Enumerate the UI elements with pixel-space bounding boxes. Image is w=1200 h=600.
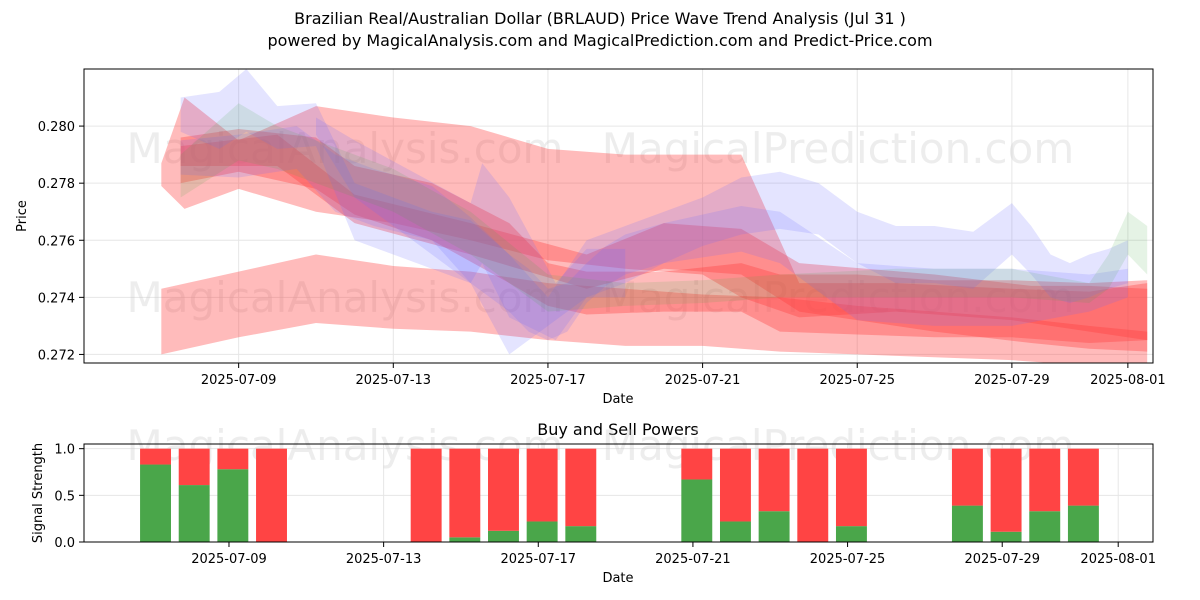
watermark-analysis-top: MagicalAnalysis.com: [127, 124, 564, 173]
top-x-ticks: 2025-07-09 2025-07-13 2025-07-17 2025-07-21…: [201, 363, 1166, 388]
bottom-y-tick-label: 0.0: [54, 536, 75, 551]
top-x-tick-label: 2025-07-09: [201, 373, 277, 388]
buy-bar: [1029, 511, 1061, 542]
sell-bar: [1067, 448, 1099, 506]
bottom-x-tick-label: 2025-07-13: [346, 552, 422, 567]
top-plot-frame: [83, 68, 1154, 364]
top-y-tick-label: 0.278: [38, 177, 75, 192]
sell-bar: [488, 448, 519, 531]
top-y-tick-label: 0.280: [38, 120, 75, 135]
sell-bar: [217, 448, 249, 470]
band-group: [161, 69, 1148, 363]
red-lower-band: [161, 254, 1148, 363]
chart-title: Brazilian Real/Australian Dollar (BRLAUD…: [294, 9, 906, 28]
sell-bar: [797, 448, 829, 542]
blue-sharp-wave: [315, 117, 626, 341]
sell-bar: [140, 448, 171, 465]
signal-bars: [140, 448, 1099, 542]
buy-bar: [951, 505, 983, 542]
bottom-x-tick-label: 2025-07-17: [500, 552, 576, 567]
sell-bar: [178, 448, 210, 486]
sell-bar: [410, 448, 442, 542]
buy-bar: [758, 511, 790, 542]
bottom-x-tick-label: 2025-07-09: [191, 552, 267, 567]
top-x-tick-label: 2025-07-13: [356, 373, 432, 388]
bottom-x-tick-label: 2025-08-01: [1080, 552, 1156, 567]
watermark-prediction-bottom: MagicalPrediction.com: [602, 273, 1075, 322]
buy-bar: [488, 530, 519, 542]
price-bands: [161, 69, 1148, 363]
buy-bar: [990, 531, 1022, 542]
buy-bar: [526, 521, 558, 542]
bottom-x-axis-label: Date: [602, 571, 633, 586]
red-main-trend: [180, 128, 1148, 344]
buy-bar: [140, 464, 171, 542]
top-y-tick-label: 0.276: [38, 234, 75, 249]
bottom-y-tick-label: 1.0: [54, 443, 75, 458]
price-wave-plot: MagicalAnalysis.com MagicalPrediction.co…: [15, 68, 1166, 407]
top-plot-background: [84, 69, 1153, 363]
buy-sell-plot: Buy and Sell Powers MagicalAnalysis.com …: [31, 420, 1156, 586]
top-x-tick-label: 2025-07-17: [510, 373, 586, 388]
sell-bar: [526, 448, 558, 522]
top-y-tick-label: 0.272: [38, 348, 75, 363]
top-x-tick-label: 2025-07-29: [974, 373, 1050, 388]
buy-bar: [681, 479, 713, 542]
bottom-chart-title: Buy and Sell Powers: [537, 420, 699, 439]
bottom-y-axis-label: Signal Strength: [31, 443, 46, 543]
sell-bar: [565, 448, 597, 527]
sell-bar: [719, 448, 751, 522]
watermark-prediction-top: MagicalPrediction.com: [602, 124, 1075, 173]
bottom-x-tick-label: 2025-07-25: [810, 552, 886, 567]
watermark-analysis-bottom: MagicalAnalysis.com: [127, 273, 564, 322]
bottom-x-tick-label: 2025-07-29: [964, 552, 1040, 567]
top-x-tick-label: 2025-08-01: [1090, 373, 1166, 388]
sell-bar: [990, 448, 1022, 532]
sell-bar: [835, 448, 867, 527]
sell-bar: [449, 448, 481, 538]
red-mid-trend: [180, 134, 1148, 352]
sell-bar: [1029, 448, 1061, 512]
chart-subtitle: powered by MagicalAnalysis.com and Magic…: [267, 31, 933, 50]
buy-bar: [565, 526, 597, 542]
top-y-axis-label: Price: [15, 200, 30, 232]
buy-bar: [1067, 505, 1099, 542]
top-grid: [84, 69, 1153, 363]
bottom-x-ticks: 2025-07-09 2025-07-13 2025-07-17 2025-07-21…: [191, 542, 1156, 567]
buy-bar: [835, 526, 867, 542]
top-x-tick-label: 2025-07-25: [819, 373, 895, 388]
green-trend: [180, 103, 1148, 312]
buy-bar: [217, 469, 249, 542]
sell-bar: [256, 448, 287, 542]
buy-bar: [449, 537, 481, 542]
top-x-tick-label: 2025-07-21: [665, 373, 741, 388]
blue-upper-trend: [180, 69, 1128, 355]
buy-bar: [178, 485, 210, 542]
bottom-plot-frame: [83, 443, 1154, 543]
bottom-x-tick-label: 2025-07-21: [655, 552, 731, 567]
sell-bar: [681, 448, 713, 480]
top-y-tick-label: 0.274: [38, 291, 75, 306]
buy-bar: [719, 521, 751, 542]
blue-lower-trend: [180, 126, 1128, 341]
red-upper-band: [161, 97, 1148, 341]
top-x-axis-label: Date: [602, 392, 633, 407]
bottom-y-tick-label: 0.5: [54, 489, 75, 504]
bottom-y-ticks: 0.0 0.5 1.0: [54, 443, 84, 551]
sell-bar: [758, 448, 790, 512]
sell-bar: [951, 448, 983, 506]
top-y-ticks: 0.272 0.274 0.276 0.278 0.280: [38, 120, 84, 363]
